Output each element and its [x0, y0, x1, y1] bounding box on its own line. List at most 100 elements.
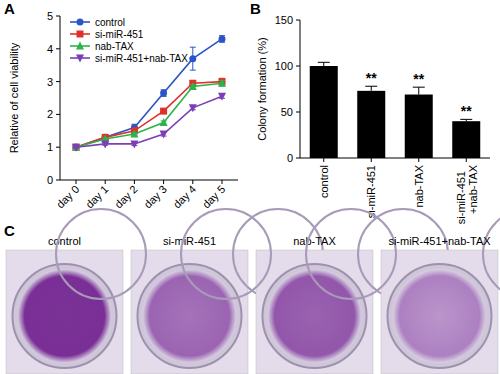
x-tick-label: si-miR-451+nab-TAX — [455, 164, 479, 224]
label-line: +nab-TAX — [467, 164, 479, 214]
error-bar — [460, 119, 472, 121]
x-tick-label: control — [318, 165, 330, 198]
legend-entry: nab-TAX — [70, 41, 134, 52]
point — [160, 108, 167, 115]
x-tick — [466, 158, 467, 162]
photo-label: si-miR-451+nab-TAX — [388, 235, 491, 247]
well — [393, 269, 487, 363]
label-line: si-miR-451 — [455, 171, 467, 224]
y-tick — [56, 114, 60, 115]
point — [101, 140, 109, 148]
neighbour-well — [181, 209, 271, 299]
error-cap — [190, 47, 196, 48]
x-tick — [323, 158, 324, 162]
panel-label: A — [4, 0, 15, 17]
point — [160, 131, 168, 139]
y-tick — [56, 48, 60, 49]
well — [18, 269, 112, 363]
legend-marker — [77, 31, 84, 38]
legend-label: si-miR-451 — [95, 29, 144, 40]
y-tick — [56, 147, 60, 148]
y-tick-label: 1 — [47, 141, 53, 153]
x-tick-label: day 4 — [171, 183, 199, 211]
point — [218, 93, 226, 101]
x-tick-label: day 1 — [83, 183, 111, 211]
point — [160, 118, 168, 126]
legend-entry: control — [70, 17, 125, 28]
legend-label: control — [95, 17, 125, 28]
x-tick — [192, 180, 193, 184]
y-tick-label: 3 — [47, 76, 53, 88]
y-tick — [296, 66, 300, 67]
photo-frame — [381, 250, 498, 374]
error-bar — [365, 86, 377, 91]
photo-frame — [131, 250, 248, 374]
error-stem — [371, 86, 372, 91]
photo — [6, 250, 123, 374]
y-tick-label: 0 — [47, 174, 53, 186]
point — [130, 140, 138, 148]
photo-frame — [256, 250, 373, 374]
bar — [452, 121, 480, 158]
y-tick-label: 50 — [281, 106, 293, 118]
error-bar — [413, 87, 425, 94]
x-tick — [105, 180, 106, 184]
figure: ARelative of cell viability012345day 0da… — [0, 0, 500, 374]
x-tick — [371, 158, 372, 162]
error-bar — [161, 90, 167, 97]
y-axis-label: Relative of cell viability — [8, 42, 20, 153]
photo-label: nab-TAX — [293, 235, 336, 247]
x-tick — [418, 158, 419, 162]
x-axis — [60, 180, 238, 181]
photo-frame — [6, 250, 123, 374]
y-tick — [296, 20, 300, 21]
point — [218, 79, 226, 87]
error-bar — [190, 47, 196, 70]
bar — [357, 91, 385, 158]
x-tick-label: si-miR-451 — [365, 165, 377, 218]
y-tick — [56, 81, 60, 82]
y-axis — [300, 20, 301, 158]
legend-marker — [76, 55, 84, 63]
x-tick-label: day 3 — [141, 183, 169, 211]
error-stem — [323, 62, 324, 66]
plot-area — [310, 62, 481, 158]
x-tick-label: day 2 — [112, 183, 140, 211]
well-rim — [388, 264, 492, 368]
panel-label: C — [4, 222, 15, 239]
point — [130, 130, 138, 138]
y-tick-label: 0 — [287, 152, 293, 164]
y-tick — [56, 180, 60, 181]
y-tick-label: 150 — [275, 14, 293, 26]
panel-label: B — [250, 0, 261, 17]
y-tick-label: 5 — [47, 10, 53, 22]
y-tick — [296, 112, 300, 113]
y-tick-label: 2 — [47, 108, 53, 120]
x-tick — [134, 180, 135, 184]
neighbour-well — [306, 209, 396, 299]
legend-marker — [77, 19, 84, 26]
series-line — [76, 96, 222, 147]
y-tick — [56, 16, 60, 17]
legend-label: nab-TAX — [95, 41, 134, 52]
legend-marker — [76, 42, 84, 50]
significance: ** — [413, 71, 424, 87]
error-bar — [318, 62, 330, 66]
point — [72, 144, 80, 152]
y-axis — [60, 16, 61, 180]
error-bar — [219, 36, 225, 43]
x-tick-label: day 5 — [200, 183, 228, 211]
y-axis-label: Colony formation (%) — [256, 37, 268, 140]
bar — [405, 95, 433, 158]
plot-area — [72, 35, 226, 151]
x-tick-label: nab-TAX — [413, 164, 425, 207]
legend-label: si-miR-451+nab-TAX — [95, 53, 188, 64]
x-tick — [163, 180, 164, 184]
well — [143, 269, 237, 363]
neighbour-well — [56, 209, 146, 299]
x-tick-label: day 0 — [54, 183, 82, 211]
bar — [310, 66, 338, 158]
x-tick — [76, 180, 77, 184]
point — [72, 143, 80, 151]
error-cap — [318, 62, 330, 63]
